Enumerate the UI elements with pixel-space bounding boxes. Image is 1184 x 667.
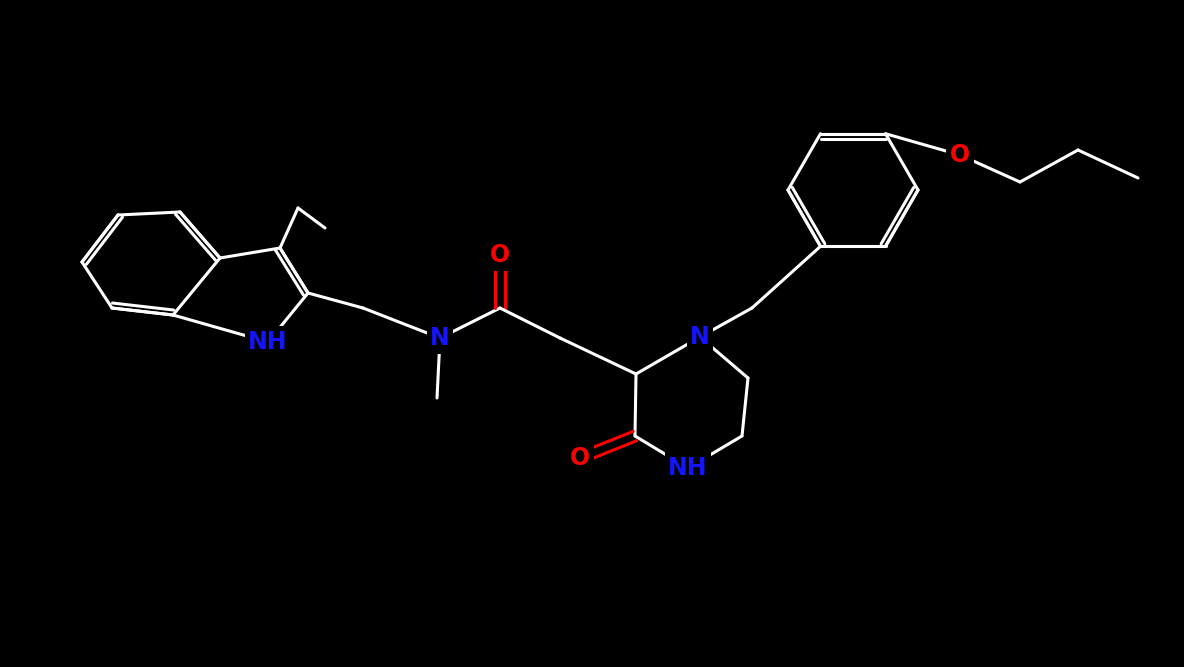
- Text: NH: NH: [249, 330, 288, 354]
- Text: N: N: [430, 326, 450, 350]
- Text: N: N: [690, 325, 710, 349]
- Text: O: O: [570, 446, 590, 470]
- Text: O: O: [490, 243, 510, 267]
- Text: O: O: [950, 143, 970, 167]
- Text: NH: NH: [668, 456, 708, 480]
